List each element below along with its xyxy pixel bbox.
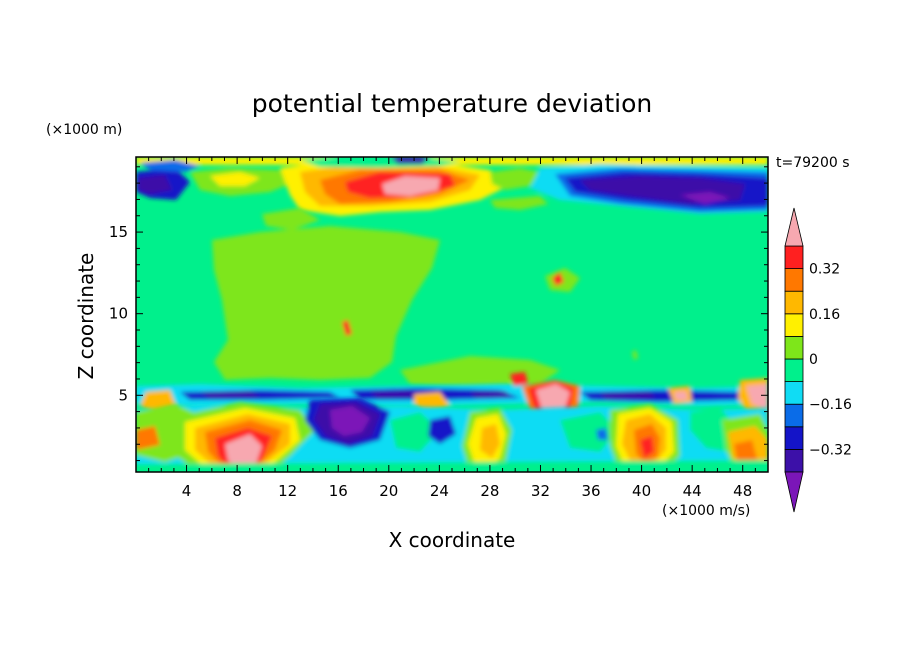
x-tick-label: 16 <box>329 482 348 500</box>
x-tick-label: 28 <box>480 482 499 500</box>
x-tick-label: 44 <box>683 482 702 500</box>
contour-patch <box>490 196 548 210</box>
x-tick-label: 32 <box>531 482 550 500</box>
colorbar-label: −0.32 <box>809 442 852 458</box>
colorbar-swatch <box>784 313 804 337</box>
colorbar-label: 0.32 <box>809 262 840 278</box>
contour-patch <box>370 391 420 398</box>
colorbar-swatch <box>784 245 804 270</box>
x-tick-label: 24 <box>430 482 449 500</box>
chart-title: potential temperature deviation <box>252 89 652 118</box>
contour-patch <box>390 412 440 452</box>
colorbar-swatch <box>784 381 804 405</box>
y-tick-label: 5 <box>118 386 128 404</box>
contour-patch <box>480 424 500 458</box>
contour-patch <box>140 160 200 172</box>
colorbar-label: 0 <box>809 352 818 368</box>
colorbar-swatch <box>784 207 804 247</box>
contour-patch <box>330 406 370 436</box>
colorbar-swatch <box>784 403 804 428</box>
contour-patch <box>428 416 456 444</box>
mid-layer <box>212 208 638 388</box>
contour-patch <box>640 436 654 458</box>
contour-patch <box>674 391 688 400</box>
contour-patch <box>342 320 352 336</box>
contour-patch <box>390 157 430 164</box>
colorbar-swatch <box>784 448 804 473</box>
lower-layer <box>136 398 768 472</box>
colorbar-swatch <box>784 268 804 292</box>
x-tick-label: 4 <box>182 482 192 500</box>
contour-patch <box>138 175 172 194</box>
x-tick-label: 36 <box>581 482 600 500</box>
contour-patch <box>210 172 260 186</box>
time-label: t=79200 s <box>776 155 850 171</box>
x-axis: 4 8 12 16 20 24 28 32 36 40 44 48 <box>148 157 756 500</box>
contour-field <box>136 157 768 472</box>
contour-patch <box>632 350 638 360</box>
colorbar-label: 0.16 <box>809 307 840 323</box>
contour-patch <box>136 460 768 472</box>
contour-patch <box>200 391 260 398</box>
contour-patch <box>560 412 618 452</box>
y-tick-label: 10 <box>109 305 128 323</box>
colorbar-swatch <box>784 426 804 450</box>
colorbar-swatch <box>784 358 804 383</box>
contour-patch <box>490 168 540 190</box>
x-tick-label: 20 <box>379 482 398 500</box>
y-axis: 5 10 15 <box>109 166 768 462</box>
contour-patch <box>382 176 440 196</box>
contour-patch <box>600 392 655 399</box>
x-tick-label: 48 <box>733 482 752 500</box>
x-tick-label: 12 <box>278 482 297 500</box>
y-unit-label: (×1000 m) <box>46 122 122 138</box>
contour-patch <box>510 372 528 386</box>
contour-patch <box>552 272 564 286</box>
contour-patch <box>596 428 608 440</box>
y-axis-label: Z coordinate <box>74 253 98 380</box>
x-unit-label: (×1000 m/s) <box>662 503 750 519</box>
contour-patch <box>262 208 320 230</box>
colorbar-label: −0.16 <box>809 397 852 413</box>
contour-patch <box>136 426 160 450</box>
x-axis-label: X coordinate <box>389 528 516 552</box>
contour-patch <box>470 391 512 398</box>
colorbar: 0.32 0.16 0 −0.16 −0.32 <box>784 207 852 513</box>
x-tick-label: 40 <box>632 482 651 500</box>
colorbar-swatch <box>784 290 804 315</box>
y-tick-label: 15 <box>109 223 128 241</box>
x-tick-label: 8 <box>232 482 242 500</box>
contour-patch <box>680 192 730 204</box>
upper-band <box>136 157 768 216</box>
contour-patch <box>746 384 768 410</box>
contour-patch <box>212 226 440 380</box>
colorbar-swatch <box>784 471 804 513</box>
contour-patch <box>225 434 262 472</box>
colorbar-swatch <box>784 335 804 360</box>
